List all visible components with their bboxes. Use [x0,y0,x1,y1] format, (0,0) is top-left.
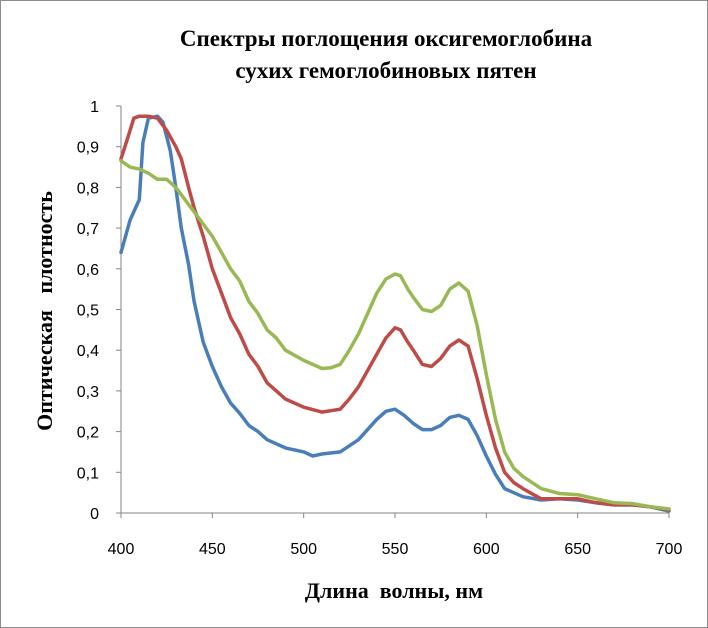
y-tick-label: 1 [90,99,99,116]
x-tick-label: 550 [382,541,409,558]
y-tick-label: 0,5 [77,303,99,320]
y-tick-label: 0,7 [77,221,99,238]
x-tick-label: 700 [656,541,683,558]
series-line-red [119,114,671,512]
series-line-blue [119,114,671,513]
chart-title-line-2: сухих гемоглобиновых пятен [235,58,536,83]
x-tick-label: 400 [108,541,135,558]
chart-title-line-1: Спектры поглощения оксигемоглобина [180,26,593,51]
x-tick-label: 650 [564,541,591,558]
y-axis-label: Оптическая плотность [32,191,57,431]
series-line-green [119,159,671,511]
y-tick-label: 0,2 [77,425,99,442]
y-tick-label: 0,3 [77,384,99,401]
y-tick-label: 0,4 [77,343,99,360]
y-tick-label: 0,9 [77,140,99,157]
x-axis-label: Длина волны, нм [305,578,483,603]
x-tick-label: 500 [290,541,317,558]
y-tick-label: 0,8 [77,180,99,197]
y-tick-label: 0,1 [77,465,99,482]
x-tick-label: 450 [199,541,226,558]
x-tick-label: 600 [473,541,500,558]
y-tick-label: 0,6 [77,262,99,279]
y-tick-label: 0 [90,506,99,523]
